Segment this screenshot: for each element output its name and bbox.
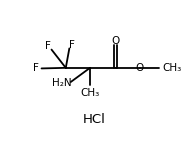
Text: O: O — [112, 36, 120, 46]
Text: F: F — [45, 41, 51, 51]
Text: CH₃: CH₃ — [80, 88, 100, 99]
Text: H₂N: H₂N — [52, 78, 71, 88]
Text: CH₃: CH₃ — [162, 63, 181, 73]
Text: F: F — [33, 63, 39, 73]
Text: HCl: HCl — [83, 113, 106, 126]
Text: F: F — [69, 40, 75, 50]
Text: O: O — [136, 63, 144, 73]
